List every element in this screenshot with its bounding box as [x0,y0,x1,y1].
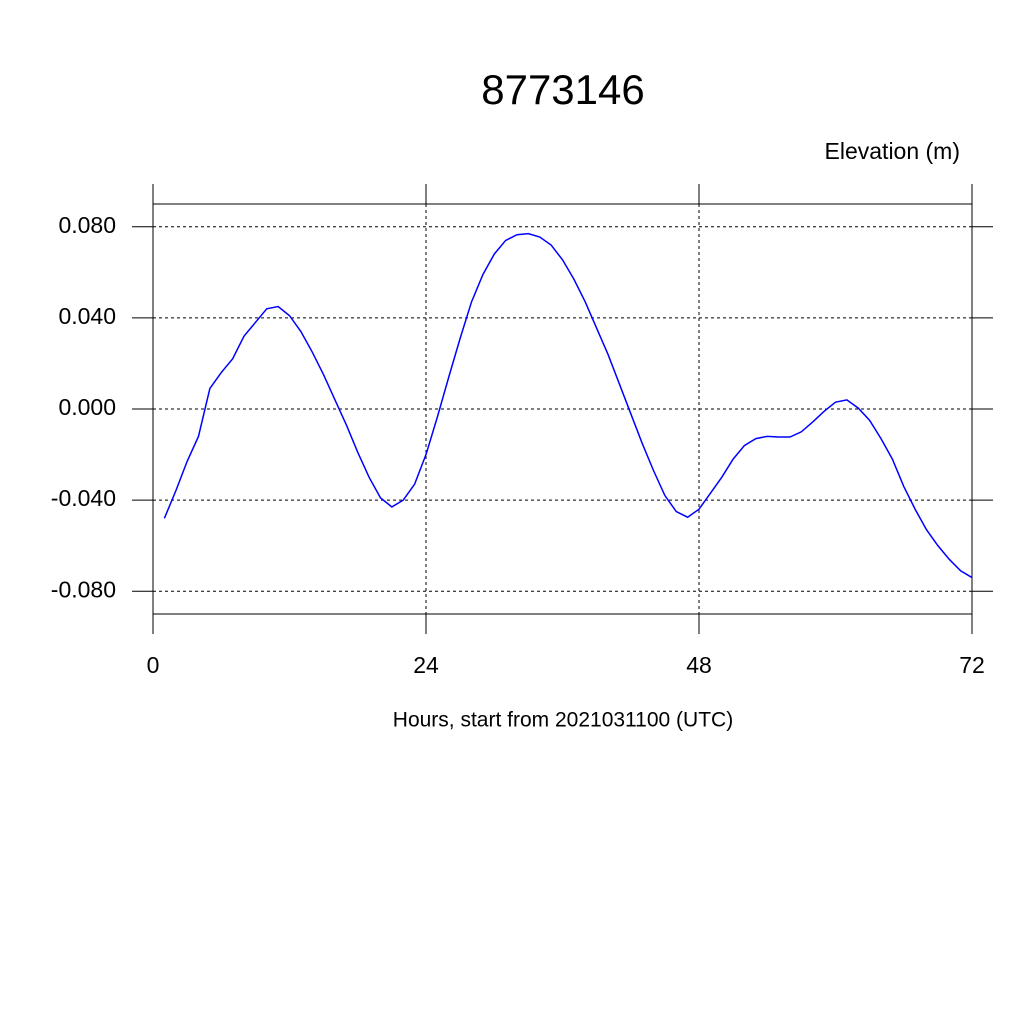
y-tick-label: -0.080 [51,576,116,602]
y-tick-label: 0.000 [58,394,116,420]
x-axis-label: Hours, start from 2021031100 (UTC) [393,709,733,732]
x-tick-label: 0 [147,652,160,678]
x-tick-label: 72 [959,652,985,678]
x-tick-label: 48 [686,652,712,678]
data-line [163,232,973,579]
y-axis-label: Elevation (m) [825,138,960,164]
y-tick-label: -0.040 [51,485,116,511]
chart-title: 8773146 [481,66,645,113]
y-tick-label: 0.040 [58,303,116,329]
x-tick-label: 24 [413,652,439,678]
y-tick-label: 0.080 [58,212,116,238]
plot-frame [152,203,973,615]
